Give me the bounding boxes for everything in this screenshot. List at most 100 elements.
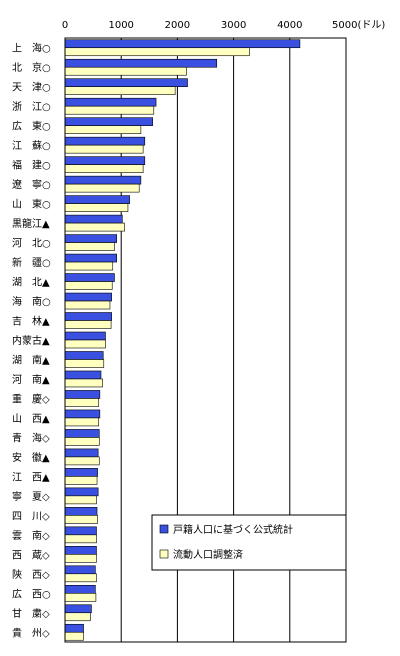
bar-adjusted [64, 554, 97, 563]
bar-official [64, 253, 118, 263]
bar-official [64, 546, 97, 555]
bar-adjusted [64, 105, 155, 115]
category-label: 山 東○ [12, 198, 51, 211]
bar-official [64, 136, 146, 146]
category-label: 広 東○ [12, 120, 51, 133]
bar-adjusted [64, 339, 106, 349]
category-label: 西 蔵◇ [12, 548, 50, 561]
bar-official [64, 156, 146, 165]
bar-adjusted [64, 378, 103, 388]
category-label: 広 西○ [12, 587, 51, 600]
bar-adjusted [64, 261, 114, 271]
bar-official [64, 565, 96, 575]
bar-official [64, 429, 100, 438]
x-tick-label: 1000 [108, 20, 133, 31]
bar-official [64, 97, 157, 107]
bar-official [64, 604, 92, 614]
x-tick-label: 0 [62, 20, 68, 31]
category-label: 天 津○ [12, 82, 51, 94]
bar-adjusted [64, 495, 97, 505]
plot-frame [64, 37, 347, 643]
bar-adjusted [64, 437, 100, 446]
bar-official [64, 487, 99, 497]
bar-official [64, 448, 99, 458]
bar-official [64, 292, 112, 302]
category-label: 新 疆○ [12, 256, 51, 269]
bar-adjusted [64, 300, 111, 310]
category-label: 山 西▲ [12, 413, 50, 425]
bar-adjusted [64, 573, 97, 583]
x-tick-label: 4000 [277, 20, 302, 31]
bar-official [64, 273, 115, 282]
bar-official [64, 312, 112, 321]
bar-official [64, 117, 153, 126]
category-label: 北 京○ [12, 61, 51, 74]
bar-official [64, 584, 96, 594]
bar-adjusted [64, 203, 129, 212]
y-category-labels: 上 海○ 北 京○ 天 津○ 浙 江○ 広 東○ 江 蘇○ 福 建○ 遼 寧○ 山 東○ 黒龍江▲… [12, 42, 51, 640]
x-tick-label: 2000 [165, 20, 190, 31]
bar-official [64, 175, 142, 185]
category-label: 黒龍江▲ [12, 217, 50, 230]
bar-adjusted [64, 359, 105, 368]
bar-adjusted [64, 125, 142, 134]
category-label: 遼 寧○ [12, 178, 51, 191]
bar-adjusted [64, 86, 176, 96]
bar-official [64, 195, 130, 204]
category-label: 上 海○ [12, 42, 51, 55]
legend: 戸籍人口に基づく公式統計 流動人口調整済 [151, 514, 347, 571]
category-label: 江 蘇○ [12, 139, 51, 152]
bar-adjusted [64, 222, 125, 232]
category-label: 河 北○ [12, 238, 51, 250]
legend-swatch-official [159, 524, 169, 534]
x-tick-label: 5000(ドル) [332, 20, 385, 31]
bar-adjusted [64, 398, 100, 407]
category-label: 甘 粛◇ [12, 607, 50, 620]
bar-official [64, 526, 97, 536]
x-tick-labels: 0 1000 2000 3000 4000 5000(ドル) [62, 20, 386, 31]
legend-label-official: 戸籍人口に基づく公式統計 [173, 523, 293, 536]
category-label: 重 慶◇ [12, 392, 50, 405]
category-label: 河 南▲ [12, 373, 50, 386]
bar-adjusted [64, 164, 144, 173]
x-tick-label: 3000 [221, 20, 246, 31]
category-label: 浙 江○ [12, 101, 51, 113]
category-label: 陝 西◇ [12, 569, 50, 581]
legend-swatch-adjusted [159, 549, 169, 559]
bar-adjusted [64, 144, 144, 154]
bar-adjusted [64, 456, 100, 466]
category-label: 湖 北▲ [12, 277, 50, 289]
bar-official [64, 390, 101, 399]
bar-adjusted [64, 66, 187, 76]
bar-adjusted [64, 47, 250, 57]
bar-adjusted [64, 417, 100, 427]
bar-adjusted [64, 534, 97, 544]
bar-official [64, 370, 102, 380]
bar-official [64, 331, 106, 341]
bar-adjusted [64, 515, 98, 524]
bar-adjusted [64, 631, 84, 641]
bar-official [64, 468, 98, 477]
bar-official [64, 234, 118, 243]
bar-official [64, 409, 101, 419]
category-label: 貴 州◇ [12, 626, 50, 639]
category-label: 福 建○ [12, 159, 51, 172]
bar-official [64, 58, 218, 68]
category-label: 安 徽▲ [12, 451, 50, 464]
category-label: 湖 南▲ [12, 353, 50, 366]
bar-official [64, 623, 84, 633]
category-label: 内蒙古▲ [12, 334, 50, 347]
bar-adjusted [64, 183, 140, 193]
category-label: 雲 南◇ [12, 529, 50, 542]
bar-adjusted [64, 476, 98, 485]
category-label: 青 海◇ [12, 431, 50, 444]
bar-adjusted [64, 612, 91, 622]
category-label: 海 南○ [12, 295, 51, 308]
category-label: 四 川◇ [12, 511, 50, 522]
category-label: 寧 夏◇ [12, 490, 50, 503]
bar-official [64, 39, 301, 49]
bar-adjusted [64, 320, 112, 329]
bar-adjusted [64, 242, 115, 251]
legend-box [151, 514, 347, 571]
